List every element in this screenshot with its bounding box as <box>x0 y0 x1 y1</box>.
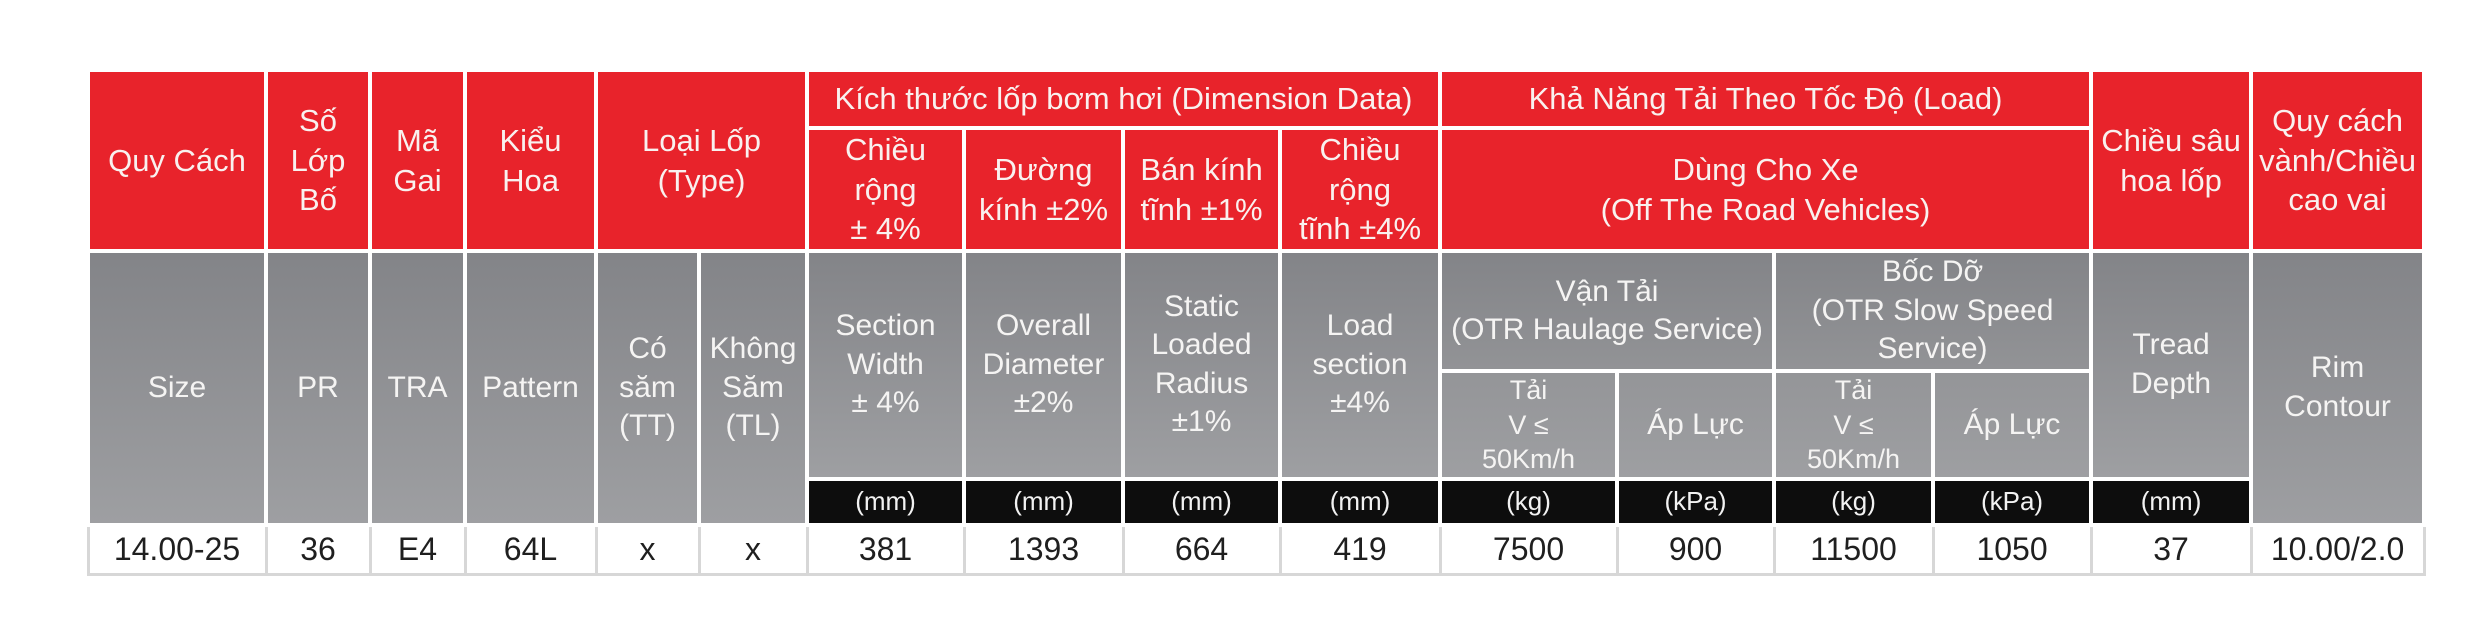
header-so-lop-bo: Số Lớp Bố <box>264 67 372 254</box>
header-section-width: Section Width ± 4% <box>805 249 967 481</box>
cell-tread-depth: 37 <box>2089 523 2253 577</box>
header-row-gray-group: Size PR TRA Pattern Có săm (TT) Không Să… <box>86 249 2427 527</box>
cell-static-loaded-radius: 664 <box>1121 523 1282 577</box>
header-tread-depth: Tread Depth <box>2089 249 2254 481</box>
unit-slow-pressure-kpa: (kPa) <box>1931 476 2094 527</box>
cell-slow-load: 11500 <box>1772 523 1935 577</box>
unit-tread-depth-mm: (mm) <box>2089 476 2254 527</box>
cell-tra: E4 <box>368 523 467 577</box>
unit-row: (mm) (mm) (mm) (mm) (kg) (kPa) (kg) (kPa… <box>88 476 2424 527</box>
cell-haulage-load: 7500 <box>1438 523 1619 577</box>
header-size: Size <box>86 249 268 527</box>
header-quy-cach-vanh: Quy cách vành/Chiều cao vai <box>2249 67 2427 254</box>
header-tube-type-tt: Có săm (TT) <box>594 249 701 527</box>
header-dimension-data-group: Kích thước lốp bơm hơi (Dimension Data) <box>805 68 1443 130</box>
header-pr: PR <box>264 249 372 527</box>
data-row: 14.00-25 36 E4 64L x x 381 1393 664 419 … <box>86 523 2426 577</box>
cell-pr: 36 <box>264 523 372 577</box>
header-slow-load-v50: Tải V ≤ 50Km/h <box>1772 369 1936 481</box>
header-pattern: Pattern <box>463 249 598 527</box>
cell-rim-contour: 10.00/2.0 <box>2249 523 2426 577</box>
header-quy-cach: Quy Cách <box>86 67 268 254</box>
header-chieu-rong-tinh: Chiều rộng tĩnh ±4% <box>1278 125 1443 254</box>
unit-static-loaded-radius-mm: (mm) <box>1121 476 1283 527</box>
header-slow-pressure: Áp Lực <box>1931 369 2094 481</box>
header-haulage-pressure: Áp Lực <box>1615 369 1777 481</box>
header-overall-diameter: Overall Diameter ±2% <box>962 249 1126 481</box>
tire-spec-table: Quy Cách Số Lớp Bố Mã Gai Kiểu Hoa Loại … <box>86 67 2427 577</box>
header-chieu-rong: Chiều rộng ± 4% <box>805 125 967 254</box>
header-loai-lop-type: Loại Lốp (Type) <box>593 67 810 254</box>
header-rim-contour: Rim Contour <box>2249 249 2427 527</box>
header-dung-cho-xe: Dùng Cho Xe (Off The Road Vehicles) <box>1438 125 2094 254</box>
cell-haulage-pressure: 900 <box>1615 523 1776 577</box>
header-row-gray-sub: Tải V ≤ 50Km/h Áp Lực Tải V ≤ 50Km/h Áp … <box>88 369 2424 481</box>
header-kieu-hoa: Kiểu Hoa <box>463 67 598 254</box>
header-haulage-load-v50: Tải V ≤ 50Km/h <box>1438 369 1620 481</box>
unit-haulage-load-kg: (kg) <box>1438 476 1620 527</box>
unit-section-width-mm: (mm) <box>805 476 967 527</box>
header-load-group: Khả Năng Tải Theo Tốc Độ (Load) <box>1438 68 2094 130</box>
cell-tube-type: x <box>594 523 701 577</box>
header-haulage-service-group: Vận Tải (OTR Haulage Service) <box>1438 249 1777 374</box>
header-tubeless-tl: Không Săm (TL) <box>696 249 810 527</box>
cell-size: 14.00-25 <box>86 523 268 577</box>
cell-tubeless: x <box>697 523 809 577</box>
header-chieu-sau-hoa-lop: Chiều sâu hoa lốp <box>2089 67 2254 254</box>
unit-haulage-pressure-kpa: (kPa) <box>1615 476 1777 527</box>
header-ma-gai: Mã Gai <box>368 67 467 254</box>
unit-slow-load-kg: (kg) <box>1772 476 1936 527</box>
header-tra: TRA <box>368 249 467 527</box>
unit-load-section-mm: (mm) <box>1278 476 1443 527</box>
header-slow-speed-service-group: Bốc Dỡ (OTR Slow Speed Service) <box>1772 249 2094 374</box>
header-duong-kinh: Đường kính ±2% <box>962 125 1126 254</box>
cell-pattern: 64L <box>463 523 598 577</box>
tire-spec-table-container: Quy Cách Số Lớp Bố Mã Gai Kiểu Hoa Loại … <box>86 67 2427 577</box>
unit-overall-diameter-mm: (mm) <box>962 476 1126 527</box>
header-load-section: Load section ±4% <box>1278 249 1443 481</box>
header-row-red-group: Quy Cách Số Lớp Bố Mã Gai Kiểu Hoa Loại … <box>86 67 2427 254</box>
cell-section-width: 381 <box>805 523 966 577</box>
header-row-red-sub: Chiều rộng ± 4% Đường kính ±2% Bán kính … <box>88 125 2424 254</box>
header-static-loaded-radius: Static Loaded Radius ±1% <box>1121 249 1283 481</box>
cell-overall-diameter: 1393 <box>962 523 1125 577</box>
header-ban-kinh-tinh: Bán kính tĩnh ±1% <box>1121 125 1283 254</box>
cell-slow-pressure: 1050 <box>1931 523 2093 577</box>
cell-load-section: 419 <box>1278 523 1442 577</box>
